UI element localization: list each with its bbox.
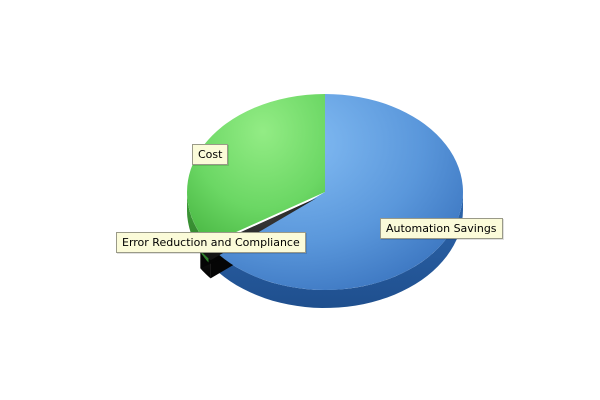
slice-label-error-reduction-and-compliance: Error Reduction and Compliance <box>116 232 306 253</box>
pie-slice-cost <box>187 94 325 245</box>
slice-label-cost: Cost <box>192 144 229 165</box>
slice-label-automation-savings: Automation Savings <box>380 218 503 239</box>
pie-slice-side-automation-savings <box>218 192 463 308</box>
